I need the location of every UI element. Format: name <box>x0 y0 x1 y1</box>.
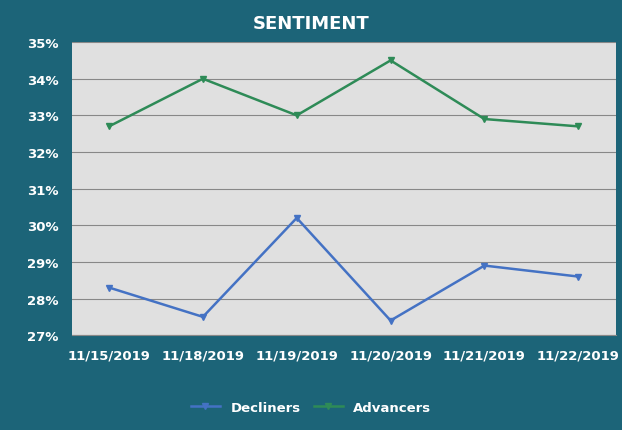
Advancers <box>293 114 300 119</box>
Advancers <box>105 124 113 129</box>
Advancers <box>199 77 207 82</box>
Text: SENTIMENT: SENTIMENT <box>253 15 369 33</box>
Decliners <box>481 264 488 269</box>
Decliners <box>575 274 582 280</box>
Advancers <box>387 58 394 64</box>
Advancers <box>575 124 582 129</box>
Line: Decliners: Decliners <box>106 215 582 324</box>
Legend: Decliners, Advancers: Decliners, Advancers <box>185 396 437 419</box>
Decliners <box>387 318 394 323</box>
Decliners <box>105 286 113 291</box>
Decliners <box>199 315 207 320</box>
Decliners <box>293 216 300 221</box>
Line: Advancers: Advancers <box>106 58 582 131</box>
Advancers <box>481 117 488 123</box>
